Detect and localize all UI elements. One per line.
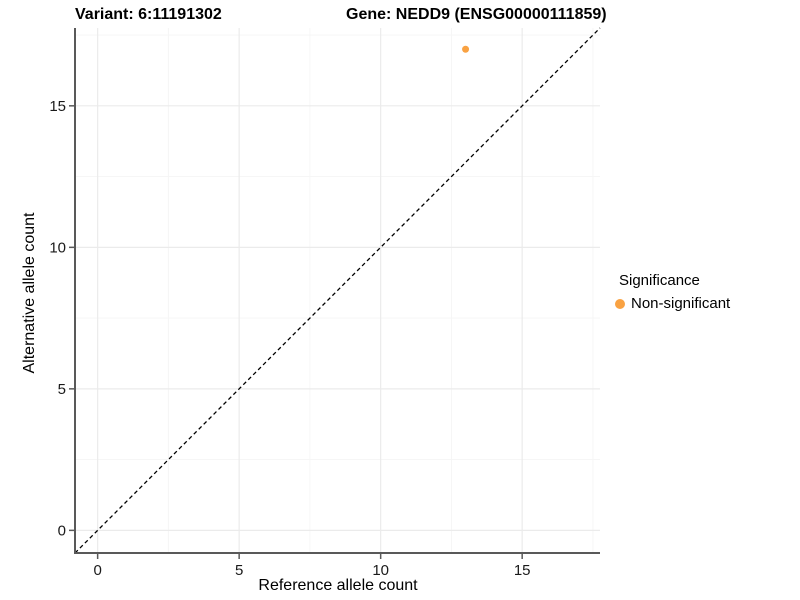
legend-title: Significance [619, 272, 700, 289]
variant-title: Variant: 6:11191302 [75, 6, 222, 23]
x-axis-title: Reference allele count [258, 577, 418, 594]
gene-title: Gene: NEDD9 (ENSG00000111859) [346, 6, 607, 23]
y-tick-label: 0 [58, 522, 66, 539]
identity-dashed-line [74, 27, 601, 554]
y-axis-title: Alternative allele count [21, 212, 38, 374]
x-tick-label: 15 [514, 562, 531, 579]
y-tick-label: 15 [49, 98, 66, 115]
legend-item-non-significant: Non-significant [615, 295, 730, 312]
x-tick-label: 5 [235, 562, 243, 579]
y-tick-label: 5 [58, 381, 66, 398]
x-tick-label: 10 [372, 562, 389, 579]
data-point [462, 45, 470, 53]
legend: Significance Non-significant [615, 272, 730, 312]
x-tick-label: 0 [93, 562, 101, 579]
legend-item-label: Non-significant [631, 295, 731, 312]
legend-point-swatch [615, 298, 625, 309]
y-tick-label: 10 [49, 239, 66, 256]
